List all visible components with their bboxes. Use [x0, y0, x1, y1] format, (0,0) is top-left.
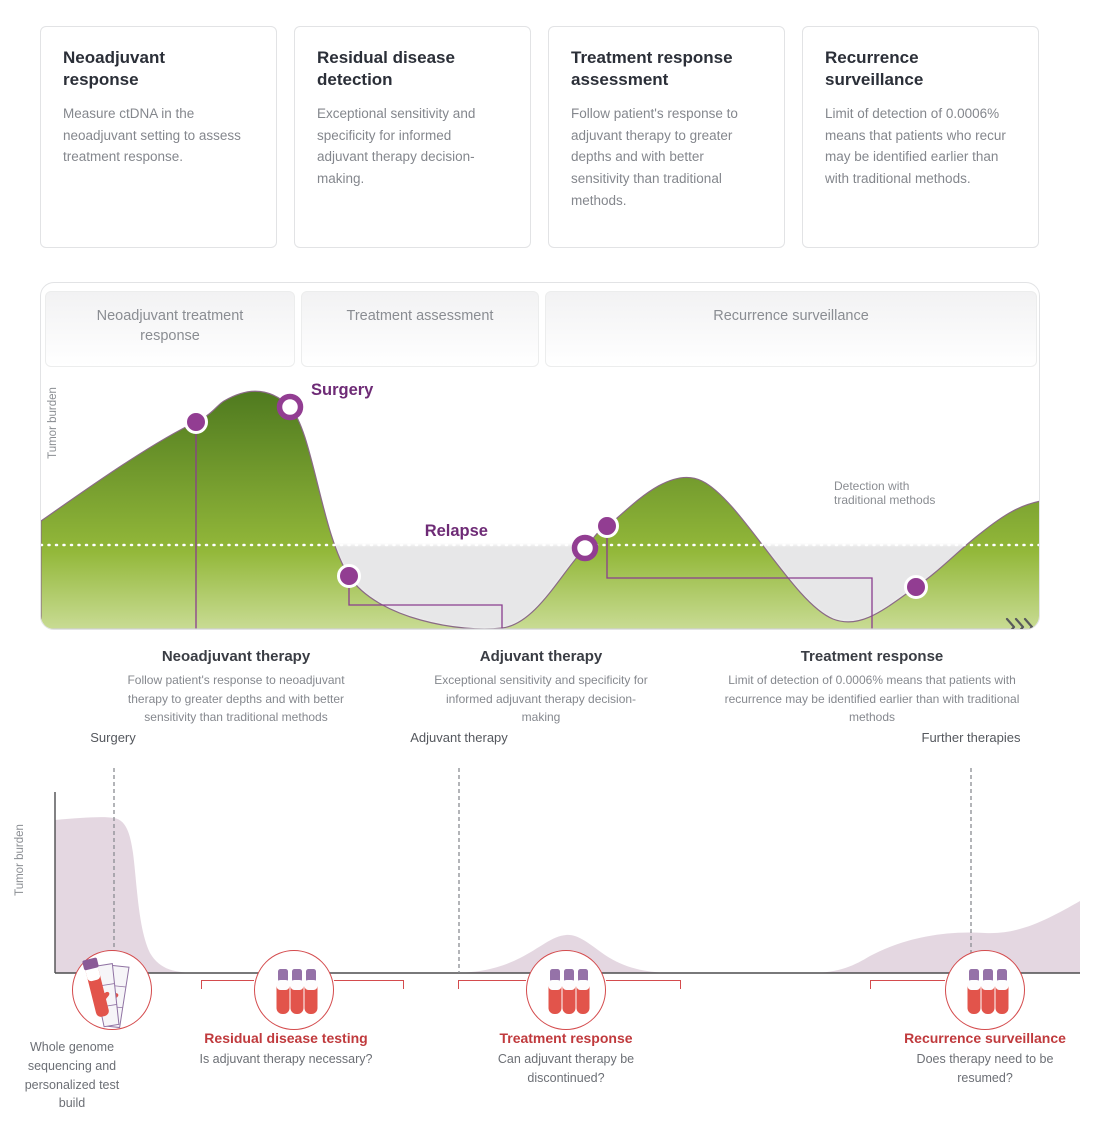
svg-text:Relapse: Relapse: [425, 522, 488, 540]
svg-text:Detection with: Detection with: [834, 479, 909, 493]
svg-text:Surgery: Surgery: [311, 381, 374, 399]
svg-text:traditional methods: traditional methods: [834, 493, 935, 507]
